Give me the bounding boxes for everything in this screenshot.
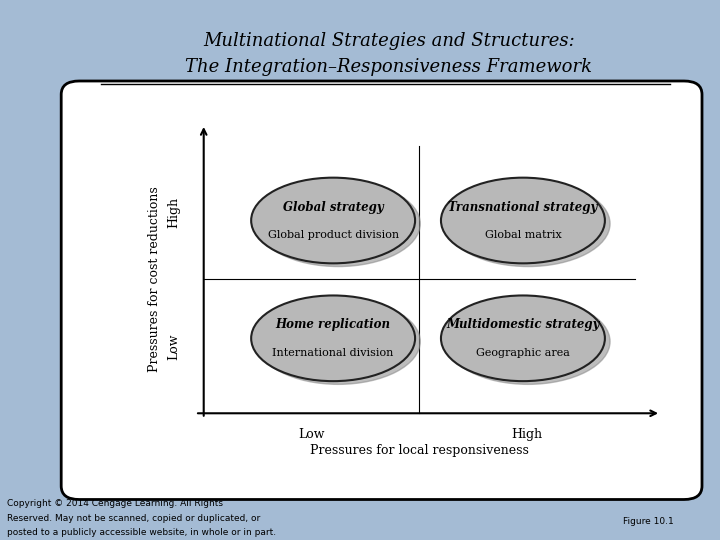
Ellipse shape	[441, 178, 605, 264]
Ellipse shape	[441, 295, 605, 381]
Text: Pressures for cost reductions: Pressures for cost reductions	[148, 186, 161, 372]
Ellipse shape	[446, 181, 610, 267]
Text: posted to a publicly accessible website, in whole or in part.: posted to a publicly accessible website,…	[7, 528, 276, 537]
Text: Global product division: Global product division	[268, 230, 399, 240]
Text: Home replication: Home replication	[276, 319, 391, 332]
Text: Low: Low	[167, 333, 180, 360]
Text: Figure 10.1: Figure 10.1	[623, 517, 673, 526]
Ellipse shape	[251, 178, 415, 264]
Ellipse shape	[256, 181, 420, 267]
Text: Reserved. May not be scanned, copied or duplicated, or: Reserved. May not be scanned, copied or …	[7, 514, 261, 523]
Ellipse shape	[256, 299, 420, 384]
Text: Multidomestic strategy: Multidomestic strategy	[446, 319, 600, 332]
Ellipse shape	[446, 299, 610, 384]
Text: International division: International division	[272, 348, 394, 358]
Text: Global strategy: Global strategy	[283, 201, 384, 214]
Text: High: High	[512, 428, 543, 441]
Text: Pressures for local responsiveness: Pressures for local responsiveness	[310, 444, 528, 457]
FancyBboxPatch shape	[61, 81, 702, 500]
Text: High: High	[167, 197, 180, 228]
Text: The Integration–Responsiveness Framework: The Integration–Responsiveness Framework	[185, 58, 593, 77]
Ellipse shape	[251, 295, 415, 381]
Text: Transnational strategy: Transnational strategy	[449, 201, 598, 214]
Text: Multinational Strategies and Structures:: Multinational Strategies and Structures:	[203, 31, 575, 50]
Text: Global matrix: Global matrix	[485, 230, 562, 240]
Text: Geographic area: Geographic area	[476, 348, 570, 358]
Text: Copyright © 2014 Cengage Learning. All Rights: Copyright © 2014 Cengage Learning. All R…	[7, 500, 223, 509]
Text: Low: Low	[298, 428, 325, 441]
